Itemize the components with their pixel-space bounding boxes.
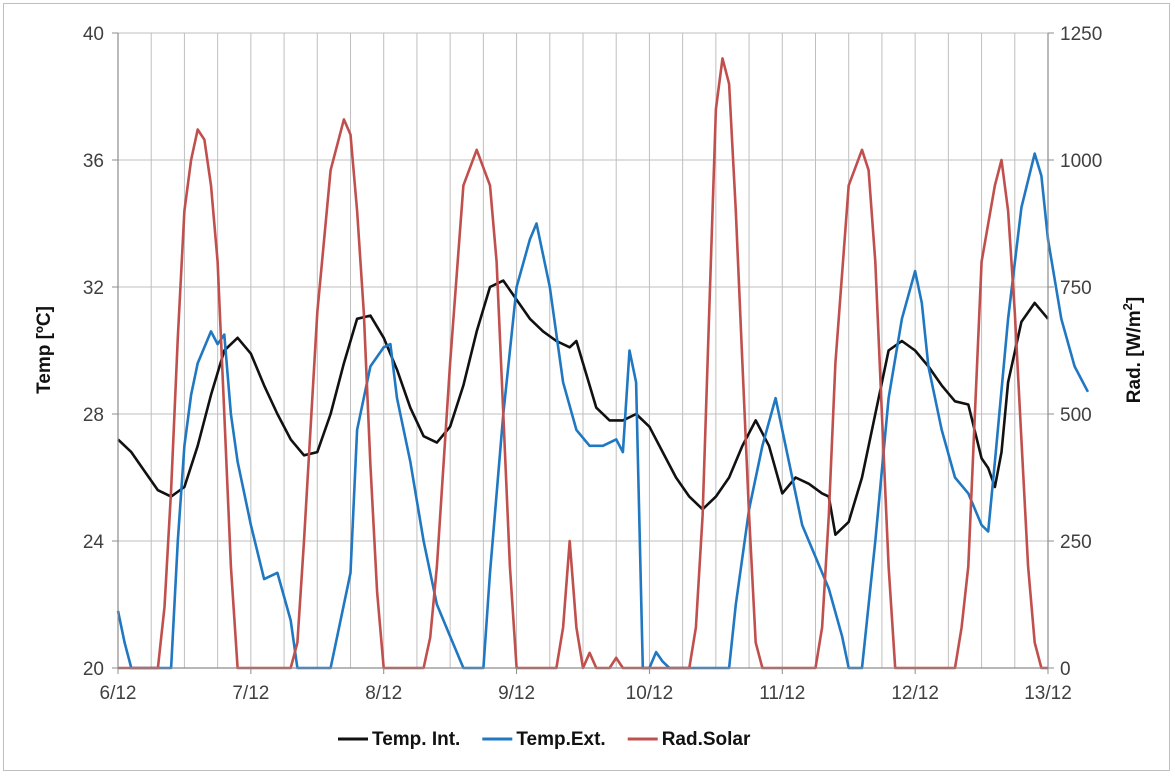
series-line-temp-int bbox=[117, 279, 1049, 537]
y-right-tick-label: 0 bbox=[1060, 659, 1071, 680]
y-left-tick-label: 20 bbox=[83, 659, 104, 680]
y-right-tick-label: 1000 bbox=[1060, 151, 1102, 172]
x-tick-label: 7/12 bbox=[232, 683, 269, 704]
grid bbox=[117, 32, 1049, 669]
legend: Temp. Int. Temp.Ext. Rad.Solar bbox=[338, 729, 751, 750]
y-left-tick-label: 40 bbox=[83, 24, 104, 45]
x-tick-label: 8/12 bbox=[365, 683, 402, 704]
x-tick-label: 11/12 bbox=[759, 683, 805, 704]
x-tick-label: 9/12 bbox=[498, 683, 535, 704]
y-right-tick-label: 1250 bbox=[1060, 24, 1102, 45]
axes bbox=[112, 32, 1054, 674]
y-left-tick-label: 28 bbox=[83, 405, 104, 426]
series-lines bbox=[116, 57, 1090, 670]
series-line-temp-ext bbox=[116, 152, 1090, 670]
x-tick-label: 10/12 bbox=[626, 683, 674, 704]
x-tick-label: 6/12 bbox=[100, 683, 137, 704]
legend-label: Temp. Int. bbox=[372, 729, 460, 750]
y-right-axis-title: Rad. [W/m2] bbox=[1120, 297, 1145, 403]
y-right-axis-title-end: ] bbox=[1124, 297, 1145, 303]
y-right-axis-title-sup: 2 bbox=[1120, 303, 1135, 310]
legend-label: Rad.Solar bbox=[662, 729, 751, 750]
y-left-tick-label: 36 bbox=[83, 151, 104, 172]
y-right-tick-label: 500 bbox=[1060, 405, 1092, 426]
x-tick-label: 12/12 bbox=[891, 683, 939, 704]
y-right-axis-title-main: Rad. [W/m bbox=[1124, 310, 1145, 403]
y-left-tick-label: 32 bbox=[83, 278, 104, 299]
tick-labels: 20 24 28 32 36 40 0 250 500 750 1000 1250 6/12 7/12 8/… bbox=[83, 24, 1102, 704]
legend-label: Temp.Ext. bbox=[516, 729, 605, 750]
y-right-tick-label: 250 bbox=[1060, 532, 1092, 553]
y-left-tick-label: 24 bbox=[83, 532, 105, 553]
y-right-tick-label: 750 bbox=[1060, 278, 1092, 299]
x-tick-label: 13/12 bbox=[1024, 683, 1072, 704]
y-left-axis-title: Temp [ºC] bbox=[34, 306, 55, 394]
